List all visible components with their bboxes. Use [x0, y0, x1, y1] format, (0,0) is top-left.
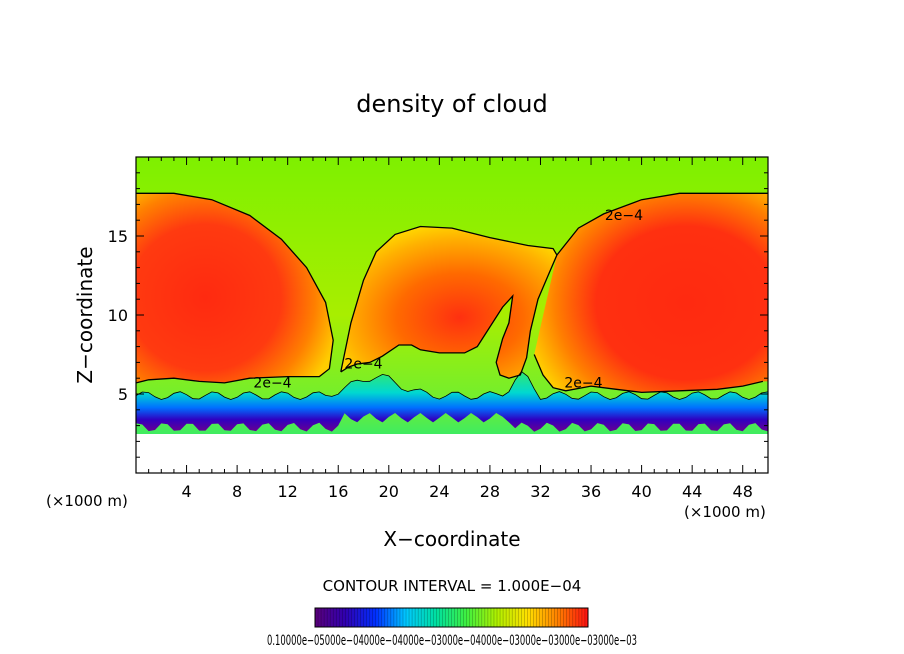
y-tick-label: 5 — [118, 385, 128, 404]
x-tick-label: 44 — [682, 482, 702, 501]
x-unit-right: (×1000 m) — [684, 503, 766, 521]
x-tick-label: 40 — [631, 482, 651, 501]
left-cloud-core — [136, 193, 334, 383]
contour-lines — [136, 192, 768, 400]
colorbar-frame — [314, 607, 589, 628]
x-tick-label: 48 — [733, 482, 753, 501]
right-cloud-core — [534, 193, 768, 393]
density-field — [136, 157, 768, 473]
x-tick-label: 8 — [232, 482, 242, 501]
contour-label-0: 2e−4 — [605, 208, 643, 224]
contour-1e-4 — [136, 371, 768, 400]
y-tick-label: 15 — [108, 227, 128, 246]
colorbar — [314, 607, 589, 628]
x-tick-label: 16 — [328, 482, 348, 501]
contour-2e-4-central-dome — [340, 225, 558, 379]
contour-label-2: 2e−4 — [253, 376, 291, 392]
contour-label-1: 2e−4 — [344, 357, 382, 373]
x-axis-label: X−coordinate — [383, 527, 520, 551]
x-tick-label: 24 — [429, 482, 449, 501]
x-tick-label: 32 — [530, 482, 550, 501]
low-density-band — [136, 371, 768, 432]
empty-lower-region — [136, 434, 768, 473]
x-tick-label: 36 — [581, 482, 601, 501]
central-cloud-core — [340, 226, 557, 379]
y-axis-label: Z−coordinate — [73, 246, 97, 383]
contour-2e-4-right-dome — [556, 192, 768, 256]
x-tick-label: 4 — [181, 482, 191, 501]
x-unit-left: (×1000 m) — [46, 492, 128, 510]
contour-labels: 2e−4 2e−4 2e−4 2e−4 — [253, 208, 643, 391]
y-tick-label: 10 — [108, 306, 128, 325]
chart-title: density of cloud — [356, 90, 547, 118]
x-tick-label: 20 — [379, 482, 399, 501]
contour-2e-4-left-dome — [136, 192, 334, 384]
colorbar-tick-labels: 0.10000e−05000e−04000e−04000e−03000e−040… — [267, 633, 637, 649]
contour-label-3: 2e−4 — [564, 376, 602, 392]
contour-2e-4-right-base — [533, 354, 764, 394]
x-tick-label: 12 — [278, 482, 298, 501]
x-tick-label: 28 — [480, 482, 500, 501]
contour-interval: CONTOUR INTERVAL = 1.000E−04 — [323, 577, 582, 595]
